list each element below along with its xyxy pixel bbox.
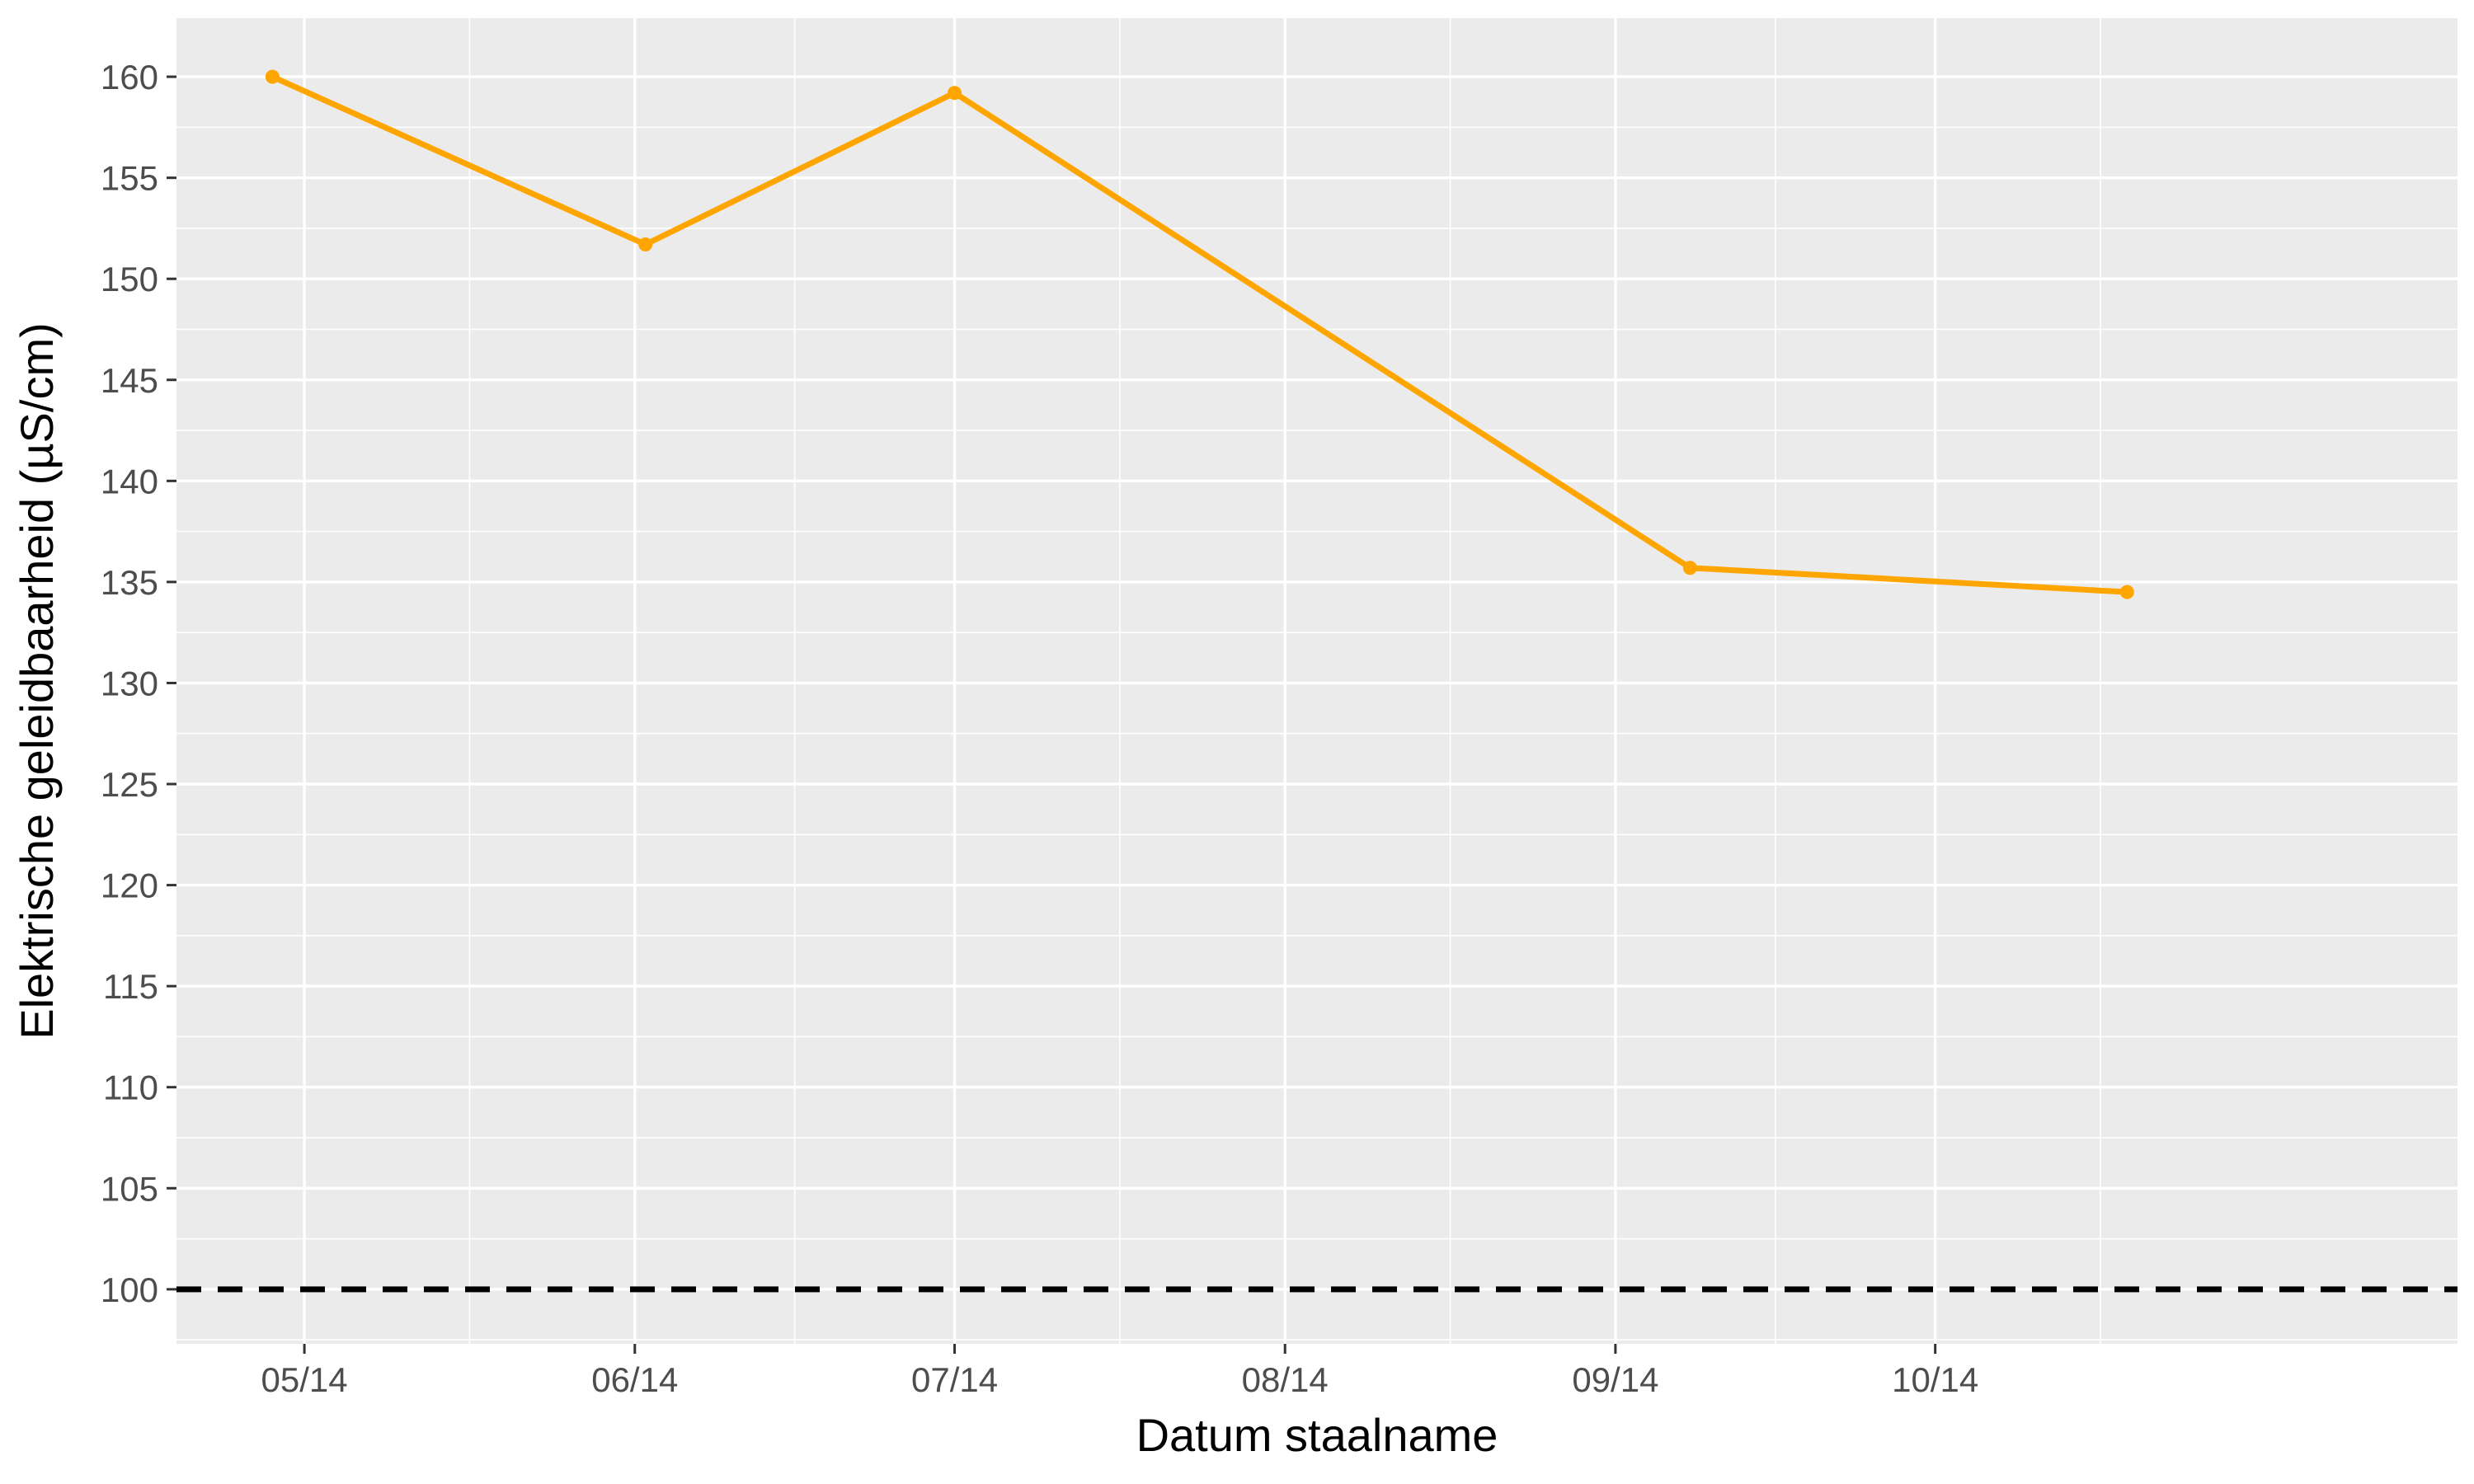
x-tick-label: 07/14: [911, 1360, 998, 1399]
y-tick-label: 105: [101, 1169, 158, 1208]
data-point: [265, 69, 280, 84]
x-tick-label: 06/14: [591, 1360, 678, 1399]
x-tick-label: 09/14: [1572, 1360, 1658, 1399]
y-tick-label: 120: [101, 866, 158, 905]
y-tick-label: 125: [101, 765, 158, 804]
x-tick-label: 10/14: [1892, 1360, 1978, 1399]
major-gridlines: [176, 18, 2458, 1344]
y-tick-label: 115: [103, 967, 158, 1006]
x-tick-label: 05/14: [261, 1360, 348, 1399]
y-tick-label: 110: [103, 1068, 158, 1107]
minor-gridlines: [176, 18, 2458, 1344]
y-axis: 100 105 110 115 120 125 130 135 140 145 150 155 160: [101, 58, 176, 1309]
data-point: [638, 237, 653, 252]
y-axis-title: Elektrische geleidbaarheid (µS/cm): [11, 322, 63, 1040]
data-point: [1682, 561, 1697, 575]
y-tick-label: 140: [101, 462, 158, 500]
data-point: [948, 86, 962, 101]
x-axis: 05/14 06/14 07/14 08/14 09/14 10/14: [261, 1344, 1978, 1399]
y-tick-label: 100: [101, 1270, 158, 1309]
y-tick-label: 160: [101, 58, 158, 96]
data-point: [2119, 585, 2134, 599]
y-tick-label: 130: [101, 664, 158, 702]
series-layer: [265, 69, 2134, 599]
x-axis-title: Datum staalname: [1136, 1409, 1498, 1461]
y-tick-label: 155: [101, 159, 158, 198]
y-tick-label: 145: [101, 361, 158, 400]
plot-panel: [176, 18, 2458, 1344]
x-tick-label: 08/14: [1242, 1360, 1329, 1399]
y-tick-label: 150: [101, 260, 158, 298]
y-tick-label: 135: [101, 563, 158, 602]
